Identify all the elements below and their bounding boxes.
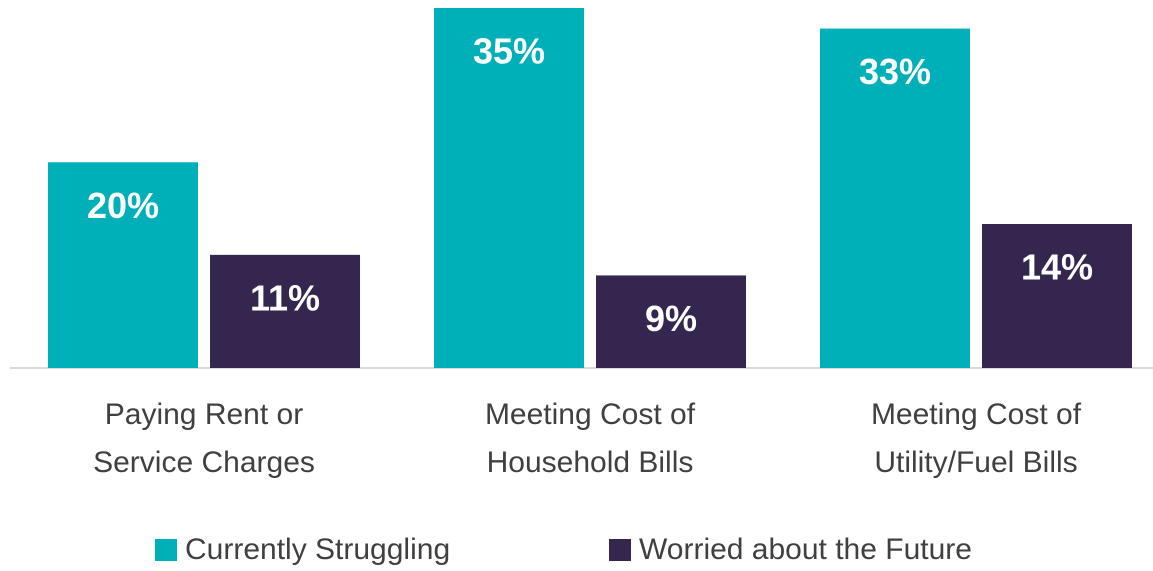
bar [48,162,198,368]
legend-swatch [609,539,631,561]
data-label: 14% [1021,247,1093,288]
bar [596,275,746,368]
bar [820,28,970,368]
bar [210,254,360,368]
x-tick-label: Meeting Cost of Household Bills [484,398,696,479]
x-tick-label: Paying Rent or Service Charges [93,398,315,479]
data-label: 33% [859,51,931,92]
legend-swatch [155,539,177,561]
data-label: 11% [250,277,320,318]
data-label: 9% [645,298,697,339]
x-tick-label: Meeting Cost of Utility/Fuel Bills [870,398,1082,479]
data-label: 20% [87,185,159,226]
bar [982,224,1132,368]
bar [434,8,584,368]
legend-label: Worried about the Future [639,533,972,566]
legend-label: Currently Struggling [185,533,450,566]
data-label: 35% [473,31,545,72]
